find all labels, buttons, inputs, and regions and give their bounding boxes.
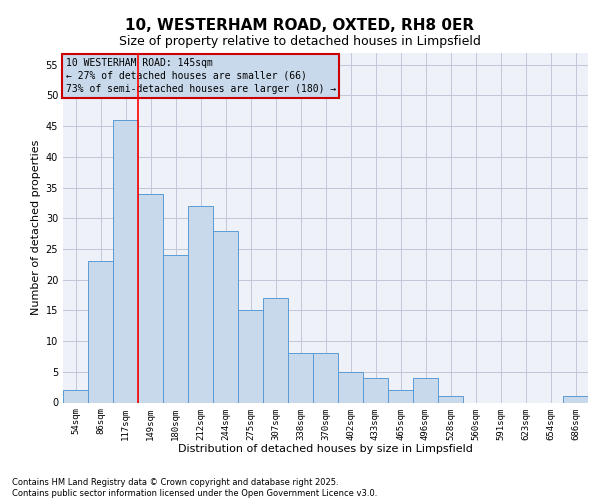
Bar (138, 194, 163, 402)
X-axis label: Distribution of detached houses by size in Limpsfield: Distribution of detached houses by size … (178, 444, 473, 454)
Bar (438, 396, 463, 402)
Bar (263, 298, 288, 403)
Bar (213, 230, 238, 402)
Bar (63, 390, 88, 402)
Text: Size of property relative to detached houses in Limpsfield: Size of property relative to detached ho… (119, 35, 481, 48)
Text: 10, WESTERHAM ROAD, OXTED, RH8 0ER: 10, WESTERHAM ROAD, OXTED, RH8 0ER (125, 18, 475, 32)
Text: Contains HM Land Registry data © Crown copyright and database right 2025.
Contai: Contains HM Land Registry data © Crown c… (12, 478, 377, 498)
Bar (238, 310, 263, 402)
Bar (88, 262, 113, 402)
Bar (338, 372, 363, 402)
Bar (113, 120, 138, 403)
Y-axis label: Number of detached properties: Number of detached properties (31, 140, 41, 315)
Bar (363, 378, 388, 402)
Bar (163, 255, 188, 402)
Bar (188, 206, 213, 402)
Bar (313, 354, 338, 403)
Bar (563, 396, 588, 402)
Bar (388, 390, 413, 402)
Bar (413, 378, 438, 402)
Text: 10 WESTERHAM ROAD: 145sqm
← 27% of detached houses are smaller (66)
73% of semi-: 10 WESTERHAM ROAD: 145sqm ← 27% of detac… (65, 58, 336, 94)
Bar (288, 354, 313, 403)
